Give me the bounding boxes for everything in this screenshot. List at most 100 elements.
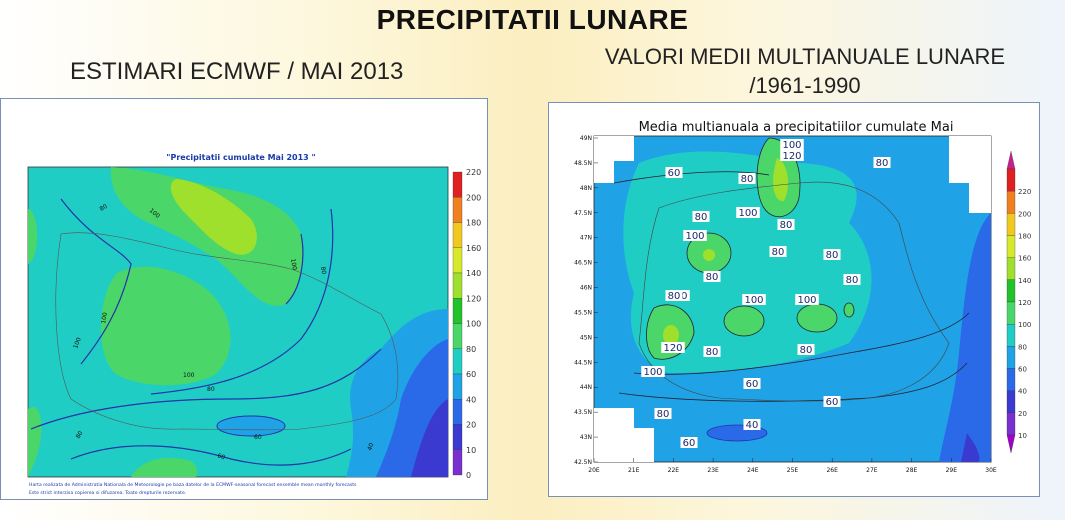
legend-swatch bbox=[452, 323, 463, 349]
contour-label: 100 bbox=[72, 336, 83, 349]
legend-label: 40 bbox=[466, 395, 476, 404]
legend-label: 180 bbox=[1018, 233, 1031, 241]
multiannual-map-panel: Media multianuala a precipitatiilor cumu… bbox=[548, 102, 1040, 497]
contour-label: 100 bbox=[100, 312, 109, 325]
contour-label: 80 bbox=[75, 430, 85, 440]
lon-tick-label: 22E bbox=[668, 467, 680, 474]
contour-label: 100 bbox=[797, 295, 816, 306]
legend-label: 20 bbox=[466, 421, 476, 430]
legend-swatch bbox=[1006, 213, 1016, 236]
legend-label: 60 bbox=[1018, 366, 1027, 374]
contour-label: 100 bbox=[738, 208, 757, 219]
legend-label: 180 bbox=[466, 219, 481, 228]
contour-label-box bbox=[692, 211, 710, 222]
legend-label: 20 bbox=[1018, 410, 1027, 418]
lat-tick-label: 48.5N bbox=[574, 160, 592, 167]
lon-tick-label: 20E bbox=[588, 467, 600, 474]
contour-label: 40 bbox=[746, 420, 759, 431]
contour-label: 100 bbox=[289, 258, 298, 271]
legend-swatch bbox=[1006, 191, 1016, 214]
lon-tick-label: 26E bbox=[826, 467, 838, 474]
ecmwf-map-title: "Precipitatii cumulate Mai 2013 " bbox=[166, 153, 315, 162]
legend-swatch bbox=[452, 197, 463, 223]
legend-swatch bbox=[1006, 257, 1016, 280]
legend-label: 120 bbox=[1018, 299, 1031, 307]
legend-label: 140 bbox=[466, 269, 481, 278]
right-subtitle-line2: /1961-1990 bbox=[749, 73, 861, 98]
legend-swatch bbox=[1006, 324, 1016, 347]
contour-label: 80 bbox=[319, 266, 327, 275]
lon-tick-label: 28E bbox=[906, 467, 918, 474]
contour-label-box bbox=[665, 290, 683, 301]
contour-label: 80 bbox=[668, 291, 681, 302]
contour-label: 80 bbox=[846, 275, 859, 286]
contour-label: 100 bbox=[782, 140, 801, 151]
contour-label: 80 bbox=[706, 347, 719, 358]
contour-label: 80 bbox=[780, 220, 793, 231]
lon-tick-label: 21E bbox=[628, 467, 640, 474]
lat-tick-label: 47.5N bbox=[574, 210, 592, 217]
lat-tick-label: 42.5N bbox=[574, 459, 592, 466]
contour-label: 80 bbox=[741, 174, 754, 185]
legend-label: 80 bbox=[466, 345, 476, 354]
legend-swatch bbox=[452, 298, 463, 324]
contour-label-box bbox=[743, 378, 761, 389]
contour-label-box bbox=[797, 344, 815, 355]
legend-label: 80 bbox=[1018, 343, 1027, 351]
legend-swatch bbox=[452, 399, 463, 425]
ecmwf-map-panel: "Precipitatii cumulate Mai 2013 " bbox=[0, 98, 488, 500]
legend-label: 10 bbox=[466, 446, 476, 455]
contour-label: 40 bbox=[366, 442, 375, 452]
contour-label-box bbox=[777, 219, 795, 230]
legend-label: 200 bbox=[466, 193, 481, 202]
contour-label-box bbox=[661, 342, 685, 353]
contour-label: 60 bbox=[746, 379, 759, 390]
lon-tick-label: 27E bbox=[866, 467, 878, 474]
lat-tick-label: 47N bbox=[580, 235, 592, 242]
contour-label-box bbox=[665, 167, 683, 178]
legend-swatch bbox=[452, 222, 463, 248]
legend-swatch bbox=[1006, 301, 1016, 325]
lat-tick-label: 44.5N bbox=[574, 359, 592, 366]
contour-label-box bbox=[680, 437, 698, 448]
legend-label: 200 bbox=[1018, 210, 1031, 218]
legend-top-arrow bbox=[1006, 150, 1016, 170]
longitude-ticks: 20E 21E 22E 23E 24E 25E 26E 27E 28E 29E 30E bbox=[588, 458, 997, 474]
contour-label: 100 bbox=[183, 372, 195, 379]
lon-tick-label: 25E bbox=[787, 467, 799, 474]
contour-label: 80 bbox=[207, 386, 215, 393]
ecmwf-footer-line1: Harta realizata de Administratia Nationa… bbox=[29, 482, 357, 488]
contour-label: 100 bbox=[744, 295, 763, 306]
legend-swatch bbox=[452, 348, 463, 375]
legend-swatch bbox=[1006, 390, 1016, 413]
contour-label: 80 bbox=[695, 212, 708, 223]
legend-label: 100 bbox=[466, 320, 481, 329]
contour-label: 80 bbox=[772, 247, 785, 258]
contour-label-box bbox=[780, 150, 804, 161]
lon-tick-label: 29E bbox=[946, 467, 958, 474]
legend-label: 160 bbox=[1018, 255, 1031, 263]
legend-label: 160 bbox=[466, 244, 481, 253]
legend-swatch bbox=[452, 449, 463, 476]
contour-label-box bbox=[703, 346, 721, 357]
contour-label: 80 bbox=[657, 409, 670, 420]
legend-label: 100 bbox=[1018, 321, 1031, 329]
legend-swatch bbox=[452, 272, 463, 299]
legend-swatch bbox=[452, 424, 463, 450]
multiannual-contour-labels: 1001206080808010080100808080801001001008… bbox=[641, 139, 891, 449]
contour-label: 100 bbox=[643, 367, 662, 378]
legend-label: 220 bbox=[1018, 188, 1031, 196]
contour-label-box bbox=[769, 246, 787, 257]
right-subtitle-line1: VALORI MEDII MULTIANUALE LUNARE bbox=[604, 44, 1006, 69]
contour-label-box bbox=[736, 207, 760, 218]
contour-label-box bbox=[654, 408, 672, 419]
legend-swatch bbox=[1006, 368, 1016, 391]
legend-label: 220 bbox=[466, 168, 481, 177]
contour-label-box bbox=[843, 274, 861, 285]
contour-label-box bbox=[873, 157, 891, 168]
legend-label: 0 bbox=[466, 471, 471, 480]
legend-swatch bbox=[452, 373, 463, 400]
contour-label-box bbox=[742, 294, 766, 305]
ecmwf-map-field bbox=[27, 166, 449, 478]
contour-label-box bbox=[823, 249, 841, 260]
